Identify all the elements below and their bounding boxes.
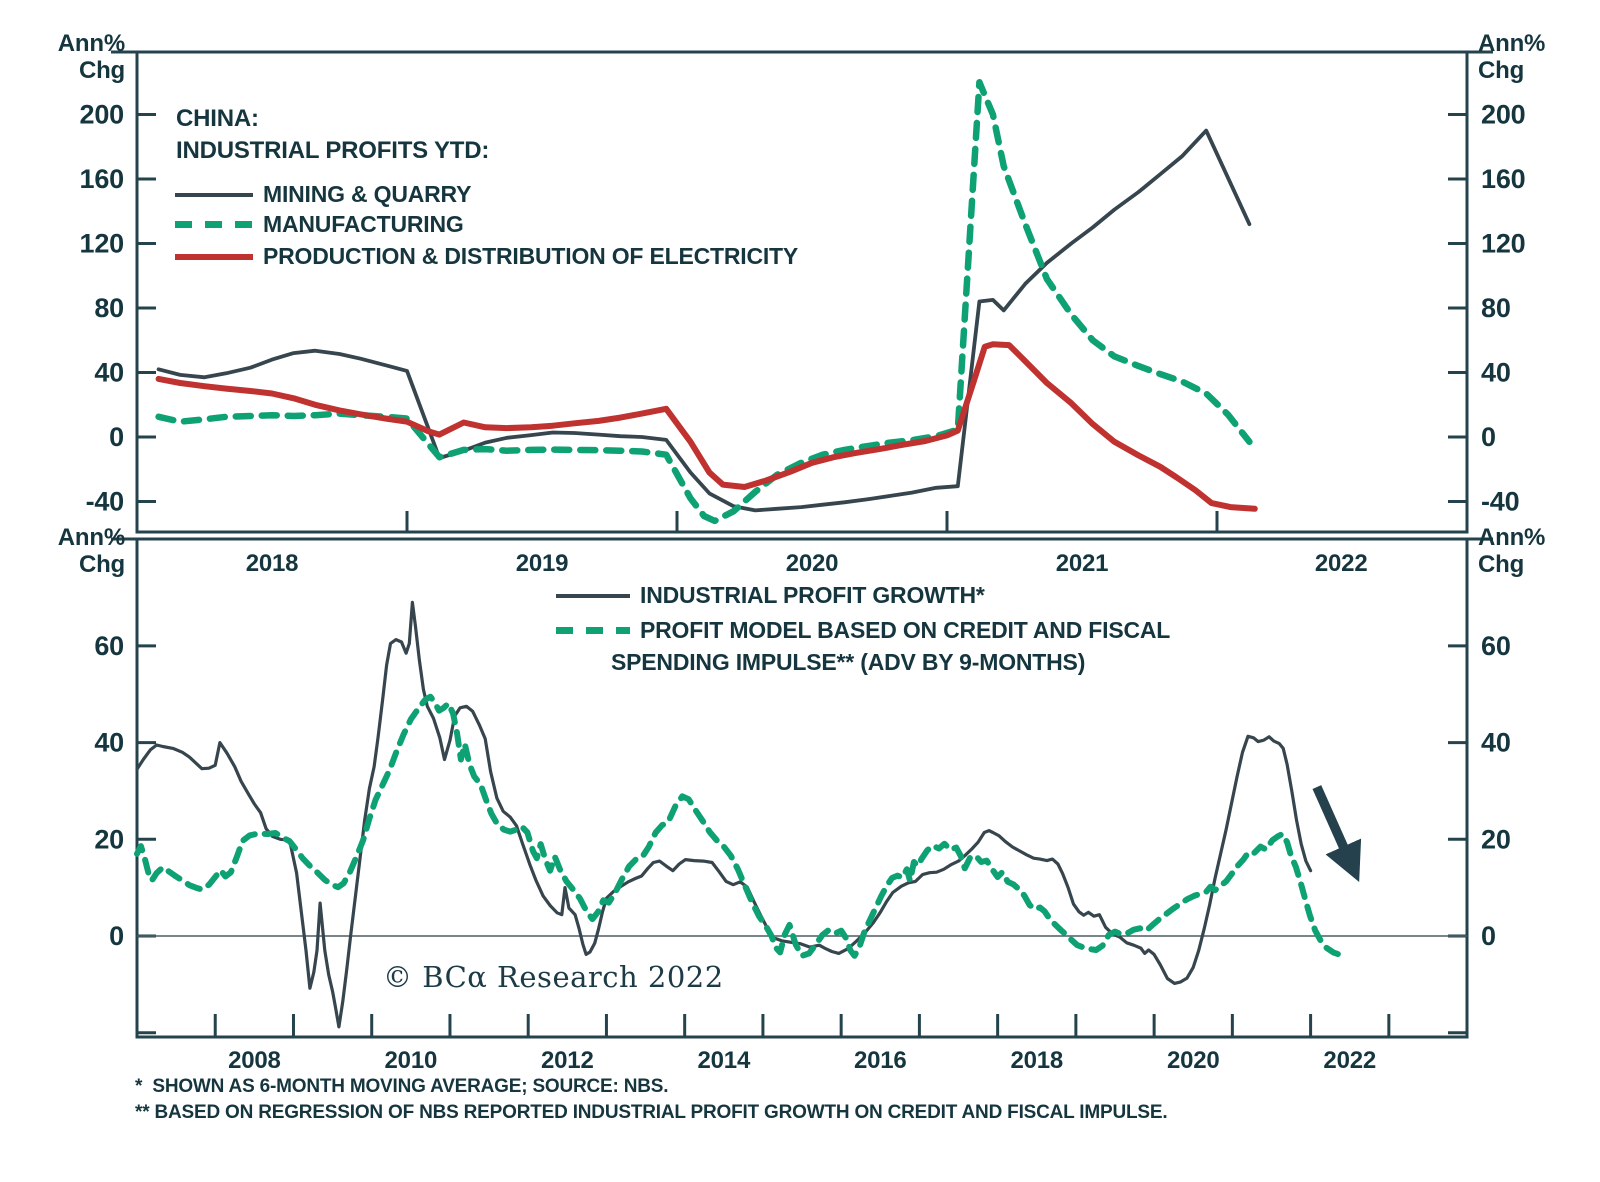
axis-unit-line1: Ann%: [57, 30, 125, 57]
legend-item-profit-model: PROFIT MODEL BASED ON CREDIT AND FISCAL: [556, 617, 1170, 644]
legend-item-profit-growth: INDUSTRIAL PROFIT GROWTH*: [556, 582, 985, 609]
top-y-tick-label-left: 120: [80, 229, 124, 259]
bottom-y-tick-label-right: 20: [1481, 824, 1511, 854]
legend-item-manufacturing: MANUFACTURING: [175, 211, 464, 238]
bottom-x-label: 2012: [541, 1047, 594, 1074]
top-y-tick-label-left: 160: [80, 164, 124, 194]
top-y-tick-label-right: 200: [1481, 100, 1525, 130]
top-y-tick-label-left: 0: [109, 422, 124, 452]
bottom-y-tick-label-right: 40: [1481, 728, 1511, 758]
top-y-tick-label-right: 0: [1481, 422, 1496, 452]
legend-label-manufacturing: MANUFACTURING: [263, 211, 464, 237]
bottom-x-label: 2022: [1323, 1047, 1376, 1074]
bottom-x-label: 2010: [385, 1047, 438, 1074]
top-panel-frame: [135, 50, 1469, 534]
axis-unit-line2: Chg: [78, 551, 125, 578]
bottom-series-industrial-profit-growth: [135, 600, 1313, 1029]
axis-unit-line2: Chg: [78, 57, 125, 84]
bottom-x-label: 2020: [1167, 1047, 1220, 1074]
top-y-tick-label-right: 120: [1481, 229, 1525, 259]
bottom-x-label: 2008: [228, 1047, 281, 1074]
top-x-label: 2021: [1056, 550, 1109, 577]
legend-label-profit-model-line2: SPENDING IMPULSE** (ADV BY 9-MONTHS): [611, 649, 1086, 675]
downtrend-arrow: [1312, 785, 1362, 883]
bottom-left-axis-unit: Ann% Chg: [55, 524, 125, 578]
bottom-series-profit-model-based-on-credit-and-fiscal-spending-impulse-adv-by-9-months: [134, 693, 1349, 959]
axis-unit-line1: Ann%: [1478, 30, 1546, 57]
top-left-axis-unit: Ann% Chg: [55, 30, 125, 84]
bottom-y-tick-label-left: 0: [109, 921, 124, 951]
profit-model-line-swatch: [556, 627, 630, 634]
top-y-tick-label-left: 80: [94, 293, 124, 323]
top-x-label: 2019: [516, 550, 569, 577]
bottom-x-label: 2016: [854, 1047, 907, 1074]
top-series-mining-quarry: [156, 128, 1252, 513]
top-y-tick-label-left: -40: [86, 487, 124, 517]
legend-label-profit-model-line1: PROFIT MODEL BASED ON CREDIT AND FISCAL: [640, 617, 1171, 643]
axis-unit-line2: Chg: [1478, 551, 1525, 578]
bca-research-watermark: © BCα Research 2022: [383, 960, 724, 994]
profit-growth-line-swatch: [556, 593, 630, 598]
chart-title-line1: CHINA:: [176, 105, 259, 132]
top-y-tick-label-right: 40: [1481, 358, 1511, 388]
top-y-tick-label-right: 80: [1481, 293, 1511, 323]
mining-line-swatch: [175, 192, 253, 197]
legend-label-electricity: PRODUCTION & DISTRIBUTION OF ELECTRICITY: [263, 243, 799, 269]
top-y-tick-label-right: -40: [1481, 487, 1519, 517]
legend-item-electricity: PRODUCTION & DISTRIBUTION OF ELECTRICITY: [175, 243, 798, 270]
top-x-label: 2018: [246, 550, 299, 577]
chart-title-line2: INDUSTRIAL PROFITS YTD:: [176, 137, 490, 164]
bottom-panel-frame: [135, 537, 1469, 1039]
legend-label-mining: MINING & QUARRY: [263, 181, 472, 207]
bottom-y-tick-label-right: 60: [1481, 631, 1511, 661]
legend-label-profit-growth: INDUSTRIAL PROFIT GROWTH*: [640, 582, 985, 608]
top-x-label: 2022: [1315, 550, 1368, 577]
bottom-y-tick-label-left: 40: [94, 728, 124, 758]
manufacturing-line-swatch: [175, 221, 253, 228]
bottom-y-tick-label-right: 0: [1481, 921, 1496, 951]
bottom-y-tick-label-left: 60: [94, 631, 124, 661]
legend-item-mining: MINING & QUARRY: [175, 181, 471, 208]
axis-unit-line1: Ann%: [57, 524, 125, 551]
axis-unit-line1: Ann%: [1478, 524, 1546, 551]
footnote-line2: ** BASED ON REGRESSION OF NBS REPORTED I…: [135, 1102, 1168, 1123]
top-series-production-distribution-of-electricity: [155, 341, 1258, 512]
top-x-label: 2020: [786, 550, 839, 577]
bottom-x-label: 2018: [1010, 1047, 1063, 1074]
top-y-tick-label-left: 200: [80, 100, 124, 130]
top-y-tick-label-right: 160: [1481, 164, 1525, 194]
footnote-line1: * SHOWN AS 6-MONTH MOVING AVERAGE; SOURC…: [135, 1076, 669, 1097]
bottom-x-label: 2014: [698, 1047, 751, 1074]
top-right-axis-unit: Ann% Chg: [1478, 30, 1548, 84]
bottom-y-tick-label-left: 20: [94, 824, 124, 854]
top-y-tick-label-left: 40: [94, 358, 124, 388]
bottom-right-axis-unit: Ann% Chg: [1478, 524, 1548, 578]
axis-unit-line2: Chg: [1478, 57, 1525, 84]
electricity-line-swatch: [175, 253, 253, 260]
